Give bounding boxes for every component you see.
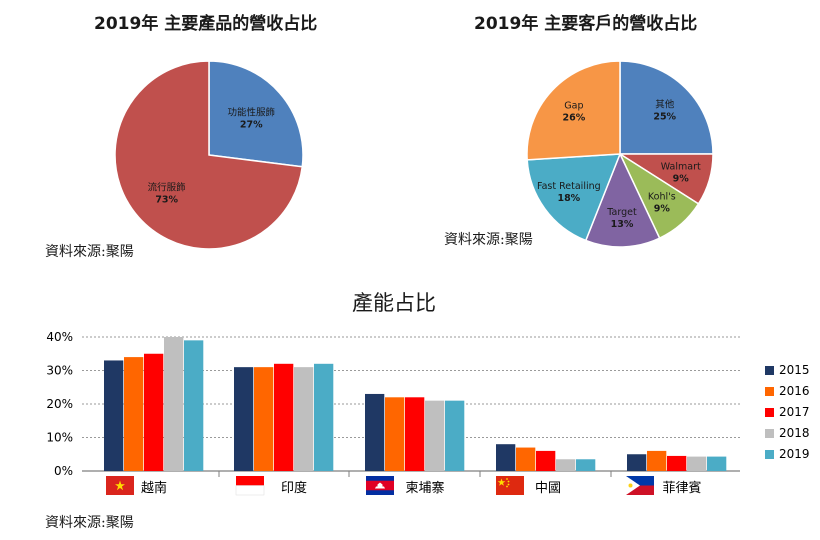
x-category-label-4: 菲律賓 <box>662 480 701 496</box>
legend-swatch-4 <box>765 450 774 459</box>
flag-indonesia-icon <box>235 476 265 496</box>
legend-label-2: 2017 <box>779 405 810 419</box>
y-tick-label-4: 40% <box>46 330 73 344</box>
legend-label-3: 2018 <box>779 426 810 440</box>
x-category-label-1: 印度 <box>281 480 307 496</box>
legend-label-1: 2016 <box>779 384 810 398</box>
legend-swatch-2 <box>765 408 774 417</box>
y-tick-label-3: 30% <box>46 364 73 378</box>
pie2-slice-value-3: 13% <box>611 219 634 230</box>
pie2-slice-value-5: 26% <box>563 113 586 124</box>
bar-3-2 <box>536 450 556 471</box>
pie2-slice-label-3: Target <box>606 207 637 218</box>
bar-4-3 <box>687 456 707 471</box>
pie1-source-note: 資料來源:聚陽 <box>45 244 134 260</box>
legend-label-0: 2015 <box>779 363 810 377</box>
pie1-slice-value-0: 27% <box>240 120 263 131</box>
pie2-slice-label-2: Kohl's <box>648 191 676 202</box>
pie2-slice-value-2: 9% <box>654 203 671 214</box>
bar-3-4 <box>576 459 596 471</box>
bar-4-0 <box>627 454 647 471</box>
legend-swatch-1 <box>765 387 774 396</box>
bar-0-2 <box>144 353 164 471</box>
pie2-slice-4 <box>526 153 622 242</box>
bar-2-0 <box>365 393 385 471</box>
bar-0-3 <box>164 337 184 471</box>
x-category-label-3: 中國 <box>535 481 561 496</box>
bar-1-0 <box>234 367 254 471</box>
bar-chart-title: 產能占比 <box>352 291 436 315</box>
pie2-slice-0 <box>619 60 714 155</box>
y-tick-label-2: 20% <box>46 397 73 411</box>
pie1-slice-1 <box>114 60 304 250</box>
pie2-slice-label-1: Walmart <box>661 162 701 173</box>
pie1-slice-0 <box>208 60 304 168</box>
bar-2-1 <box>385 397 405 471</box>
bar-1-2 <box>274 363 294 471</box>
bar-2-2 <box>405 397 425 471</box>
legend-swatch-0 <box>765 366 774 375</box>
pie1-slice-label-0: 功能性服飾 <box>228 107 276 119</box>
legend-label-4: 2019 <box>779 447 810 461</box>
pie1-title: 2019年 主要產品的營收占比 <box>94 14 318 34</box>
bar-3-0 <box>496 444 516 471</box>
x-category-label-2: 柬埔寨 <box>405 480 444 496</box>
y-tick-label-1: 10% <box>46 431 73 445</box>
bar-0-0 <box>104 360 124 471</box>
bar-source-note: 資料來源:聚陽 <box>45 515 134 531</box>
bar-0-1 <box>124 357 144 471</box>
pie2-slice-value-4: 18% <box>557 193 580 204</box>
bar-0-4 <box>184 340 204 471</box>
bar-chart-capacity: 0% 10% 20% 30% 40% 越南 印度 柬埔寨 中國 菲律賓 2015 2016 2017 20… <box>46 330 809 496</box>
pie2-slice-label-5: Gap <box>564 101 583 112</box>
bar-3-1 <box>516 447 536 471</box>
pie2-slice-value-1: 9% <box>673 174 690 185</box>
bar-4-2 <box>667 455 687 471</box>
bar-1-1 <box>254 367 274 471</box>
pie1-slice-label-1: 流行服飾 <box>148 181 186 193</box>
bar-1-3 <box>294 367 314 471</box>
bar-4-4 <box>707 456 727 471</box>
x-category-label-0: 越南 <box>141 480 167 496</box>
pie2-source-note: 資料來源:聚陽 <box>444 232 533 248</box>
pie2-slice-5 <box>526 60 621 161</box>
bar-1-4 <box>314 363 334 471</box>
pie2-slice-label-4: Fast Retailing <box>537 181 601 192</box>
bar-2-3 <box>425 400 445 471</box>
pie2-slice-3 <box>584 152 661 248</box>
flag-china-icon <box>496 476 524 495</box>
flag-vietnam-icon <box>106 476 134 495</box>
pie1-slice-value-1: 73% <box>155 194 178 205</box>
pie2-slice-label-0: 其他 <box>655 98 675 110</box>
pie2-slice-value-0: 25% <box>653 111 676 122</box>
y-tick-label-0: 0% <box>54 464 73 478</box>
bar-2-4 <box>445 400 465 471</box>
flag-philippines-icon <box>626 476 654 495</box>
pie2-title: 2019年 主要客戶的營收占比 <box>474 14 698 34</box>
flag-cambodia-icon <box>366 476 394 495</box>
bar-4-1 <box>647 450 667 471</box>
legend-swatch-3 <box>765 429 774 438</box>
bar-3-3 <box>556 459 576 471</box>
